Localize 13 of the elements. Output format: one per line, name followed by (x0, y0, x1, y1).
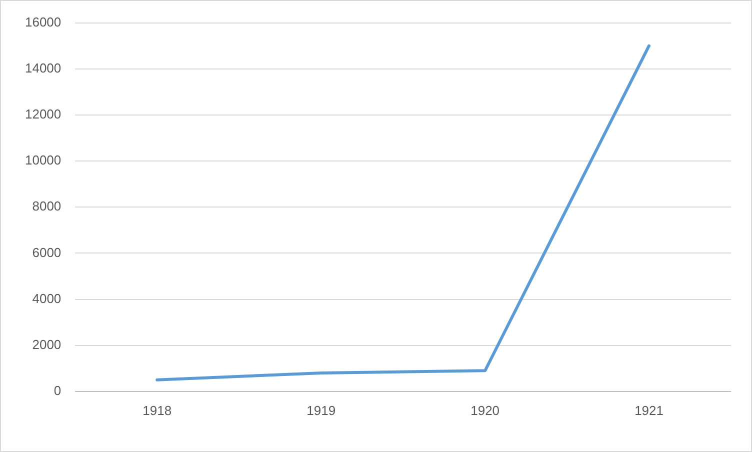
x-tick-label: 1920 (470, 402, 500, 418)
y-tick-label: 8000 (32, 198, 62, 214)
y-tick-label: 0 (54, 382, 62, 398)
x-tick-label: 1919 (306, 402, 336, 418)
x-tick-label: 1918 (142, 402, 172, 418)
y-tick-label: 12000 (24, 106, 62, 122)
y-tick-label: 2000 (32, 336, 62, 352)
x-tick-label: 1921 (634, 402, 664, 418)
y-tick-label: 10000 (24, 152, 62, 168)
y-tick-label: 4000 (32, 290, 62, 306)
y-tick-label: 6000 (32, 244, 62, 260)
y-tick-label: 14000 (24, 60, 62, 76)
y-tick-label: 16000 (24, 14, 62, 30)
